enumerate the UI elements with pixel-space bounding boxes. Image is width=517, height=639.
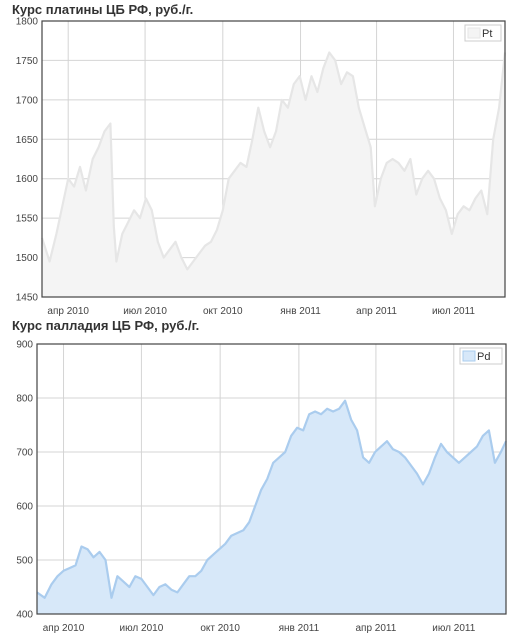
palladium-x-tick-label: июл 2010 bbox=[120, 623, 164, 634]
platinum-y-tick-label: 1600 bbox=[16, 174, 39, 185]
palladium-x-tick-label: янв 2011 bbox=[279, 623, 320, 634]
platinum-series-line bbox=[40, 51, 507, 271]
platinum-legend-swatch bbox=[467, 27, 481, 39]
platinum-chart-title: Курс платины ЦБ РФ, руб./г. bbox=[12, 2, 194, 17]
palladium-x-tick-label: апр 2011 bbox=[355, 623, 396, 634]
palladium-series-area bbox=[37, 400, 506, 614]
platinum-y-tick-label: 1750 bbox=[16, 56, 39, 67]
platinum-x-tick-label: июл 2010 bbox=[123, 306, 167, 317]
platinum-y-tick-label: 1450 bbox=[16, 293, 39, 304]
platinum-x-tick-label: апр 2011 bbox=[356, 306, 397, 317]
platinum-plot-border bbox=[41, 20, 506, 298]
palladium-plot-border bbox=[36, 343, 507, 615]
palladium-y-tick-label: 800 bbox=[16, 394, 33, 405]
palladium-y-tick-label: 700 bbox=[16, 448, 33, 459]
palladium-legend-swatch bbox=[462, 350, 476, 362]
platinum-y-tick-label: 1650 bbox=[16, 135, 39, 146]
palladium-chart: 400 500 600 700 800 900 апр 2010 июл 2010 окт 20… bbox=[16, 340, 507, 634]
platinum-x-tick-label: окт 2010 bbox=[203, 306, 243, 317]
platinum-legend-label: Pt bbox=[482, 28, 492, 40]
palladium-series-line bbox=[36, 399, 507, 599]
palladium-y-tick-label: 400 bbox=[16, 610, 33, 621]
palladium-x-tick-label: окт 2010 bbox=[200, 623, 240, 634]
palladium-y-tick-label: 600 bbox=[16, 502, 33, 513]
palladium-legend-label: Pd bbox=[477, 351, 490, 363]
palladium-x-tick-label: апр 2010 bbox=[43, 623, 85, 634]
platinum-series-area bbox=[42, 52, 505, 297]
palladium-chart-title: Курс палладия ЦБ РФ, руб./г. bbox=[12, 318, 200, 333]
palladium-y-tick-label: 500 bbox=[16, 556, 33, 567]
platinum-y-tick-label: 1700 bbox=[16, 95, 39, 106]
palladium-x-tick-label: июл 2011 bbox=[432, 623, 475, 634]
platinum-y-tick-label: 1550 bbox=[16, 214, 39, 225]
platinum-y-tick-label: 1800 bbox=[16, 17, 39, 28]
platinum-chart: 1450 1500 1550 1600 1650 1700 1750 1800 апр 2010… bbox=[16, 17, 507, 317]
platinum-y-tick-label: 1500 bbox=[16, 253, 39, 264]
palladium-y-tick-label: 900 bbox=[16, 340, 33, 351]
platinum-x-tick-label: янв 2011 bbox=[280, 306, 321, 317]
platinum-x-tick-label: апр 2010 bbox=[47, 306, 89, 317]
platinum-x-tick-label: июл 2011 bbox=[432, 306, 475, 317]
